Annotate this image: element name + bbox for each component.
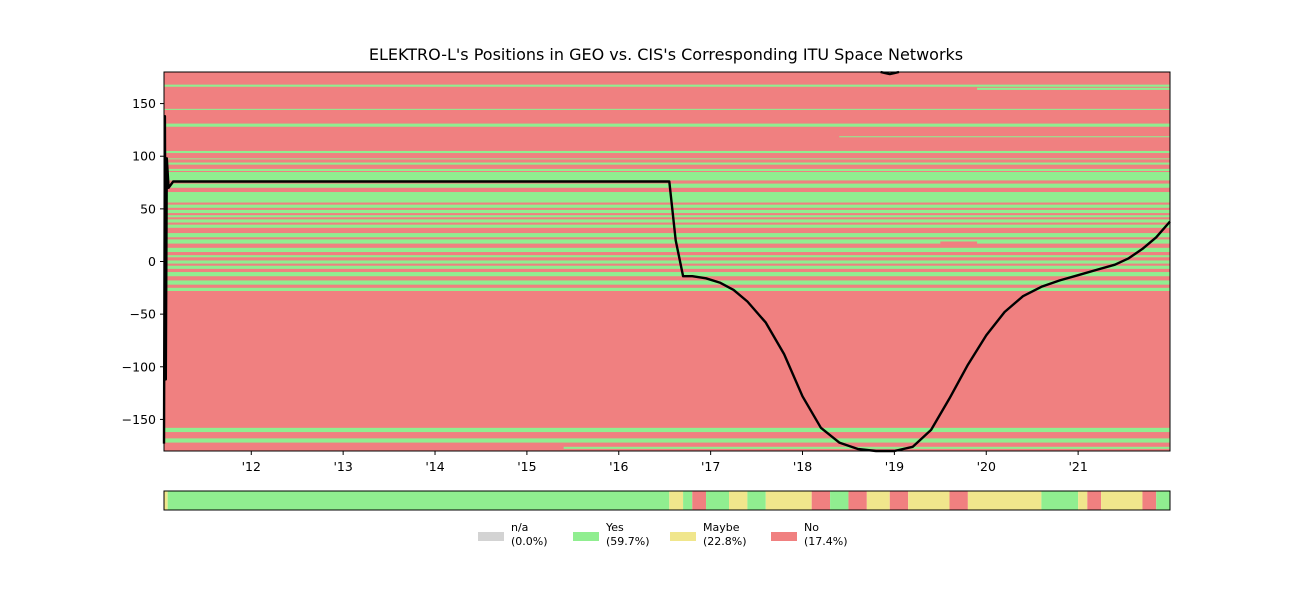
heatmap-band-28 xyxy=(164,427,1170,433)
heatmap-band-9 xyxy=(164,168,1170,171)
x-tick-label: '20 xyxy=(977,459,996,474)
x-tick-label: '13 xyxy=(333,459,352,474)
heatmap-band-27 xyxy=(164,287,1170,291)
legend-swatch-yes xyxy=(573,532,599,541)
heatmap-band-18 xyxy=(164,233,1170,238)
legend-share-no: (17.4%) xyxy=(804,535,848,548)
heatmap-band-30 xyxy=(563,446,1170,449)
status-strip-frame xyxy=(163,490,1171,511)
heatmap-area xyxy=(164,72,1170,451)
x-tick-label: '16 xyxy=(609,459,628,474)
y-tick-label: −50 xyxy=(130,307,156,322)
legend: n/a(0.0%) Yes(59.7%) Maybe(22.8%) No(17.4%) xyxy=(478,521,848,548)
x-tick-label: '17 xyxy=(701,459,720,474)
heatmap-band-3 xyxy=(164,108,1170,110)
status-strip-segment xyxy=(683,491,693,510)
status-strip-segment xyxy=(1087,491,1102,510)
heatmap-band-13 xyxy=(164,204,1170,208)
status-strip xyxy=(164,491,1170,510)
status-strip-segment xyxy=(1078,491,1088,510)
x-axis: '12 '13 '14 '15 '16 '17 '18 '19 '20 '21 xyxy=(242,451,1088,474)
chart-title: ELEKTRO-L's Positions in GEO vs. CIS's C… xyxy=(369,45,963,64)
legend-swatch-na xyxy=(478,532,504,541)
status-strip-segment xyxy=(747,491,766,510)
status-strip-segment xyxy=(1156,491,1170,510)
heatmap-band-6 xyxy=(164,150,1170,154)
x-tick-label: '18 xyxy=(793,459,812,474)
legend-label-no: No xyxy=(804,521,819,534)
heatmap-band-22 xyxy=(164,255,1170,258)
status-strip-segment xyxy=(811,491,831,510)
heatmap-band-7 xyxy=(164,158,1170,160)
y-tick-label: 100 xyxy=(132,149,156,164)
heatmap-band-14 xyxy=(164,209,1170,214)
legend-label-yes: Yes xyxy=(605,521,624,534)
heatmap-band-5 xyxy=(839,136,1170,138)
position-line-1 xyxy=(880,70,900,76)
position-lines xyxy=(162,70,1171,453)
x-tick-label: '19 xyxy=(885,459,904,474)
legend-label-na: n/a xyxy=(511,521,528,534)
legend-share-yes: (59.7%) xyxy=(606,535,650,548)
heatmap-band-15 xyxy=(164,215,1170,218)
heatmap-band-8 xyxy=(164,162,1170,165)
legend-swatch-no xyxy=(771,532,797,541)
heatmap-band-20 xyxy=(940,241,978,245)
heatmap-band-29 xyxy=(164,438,1170,443)
legend-share-na: (0.0%) xyxy=(511,535,548,548)
status-strip-segment xyxy=(765,491,812,510)
y-tick-label: −100 xyxy=(122,359,156,374)
x-tick-label: '12 xyxy=(242,459,261,474)
heatmap-band-16 xyxy=(164,219,1170,223)
status-strip-segment xyxy=(167,491,670,510)
y-tick-label: 150 xyxy=(132,96,156,111)
heatmap-band-21 xyxy=(164,247,1170,253)
status-strip-segment xyxy=(949,491,968,510)
legend-label-maybe: Maybe xyxy=(703,521,740,534)
heatmap-band-24 xyxy=(164,265,1170,269)
heatmap-band-19 xyxy=(164,239,1170,244)
x-tick-label: '15 xyxy=(517,459,536,474)
status-strip-segment xyxy=(729,491,748,510)
x-tick-label: '14 xyxy=(425,459,444,474)
status-strip-segment xyxy=(706,491,730,510)
status-strip-segment xyxy=(908,491,950,510)
y-tick-label: −150 xyxy=(122,412,156,427)
heatmap-band-11 xyxy=(164,183,1170,188)
heatmap-band-17 xyxy=(164,224,1170,228)
heatmap-band-12 xyxy=(164,192,1170,203)
x-tick-label: '21 xyxy=(1068,459,1087,474)
legend-swatch-maybe xyxy=(670,532,696,541)
status-strip-segment xyxy=(967,491,1042,510)
status-strip-segment xyxy=(889,491,909,510)
status-strip-segment xyxy=(866,491,890,510)
heatmap-band-26 xyxy=(164,280,1170,285)
status-strip-segment xyxy=(1101,491,1143,510)
status-strip-segment xyxy=(830,491,849,510)
status-strip-segment xyxy=(848,491,867,510)
status-strip-segment xyxy=(692,491,707,510)
heatmap-band-1 xyxy=(164,84,1170,87)
status-strip-segment xyxy=(164,491,168,510)
status-strip-segment xyxy=(669,491,684,510)
heatmap-band-4 xyxy=(164,123,1170,127)
y-tick-label: 50 xyxy=(140,201,156,216)
heatmap-band-10 xyxy=(164,172,1170,181)
y-tick-label: 0 xyxy=(148,254,156,269)
heatmap-band-23 xyxy=(164,260,1170,264)
legend-share-maybe: (22.8%) xyxy=(703,535,747,548)
heatmap-band-25 xyxy=(164,272,1170,277)
status-strip-segment xyxy=(1041,491,1079,510)
status-strip-segment xyxy=(1142,491,1157,510)
heatmap-band-2 xyxy=(977,87,1170,90)
position-line-0 xyxy=(162,115,1171,453)
y-axis: 150 100 50 0 −50 −100 −150 xyxy=(122,96,164,427)
